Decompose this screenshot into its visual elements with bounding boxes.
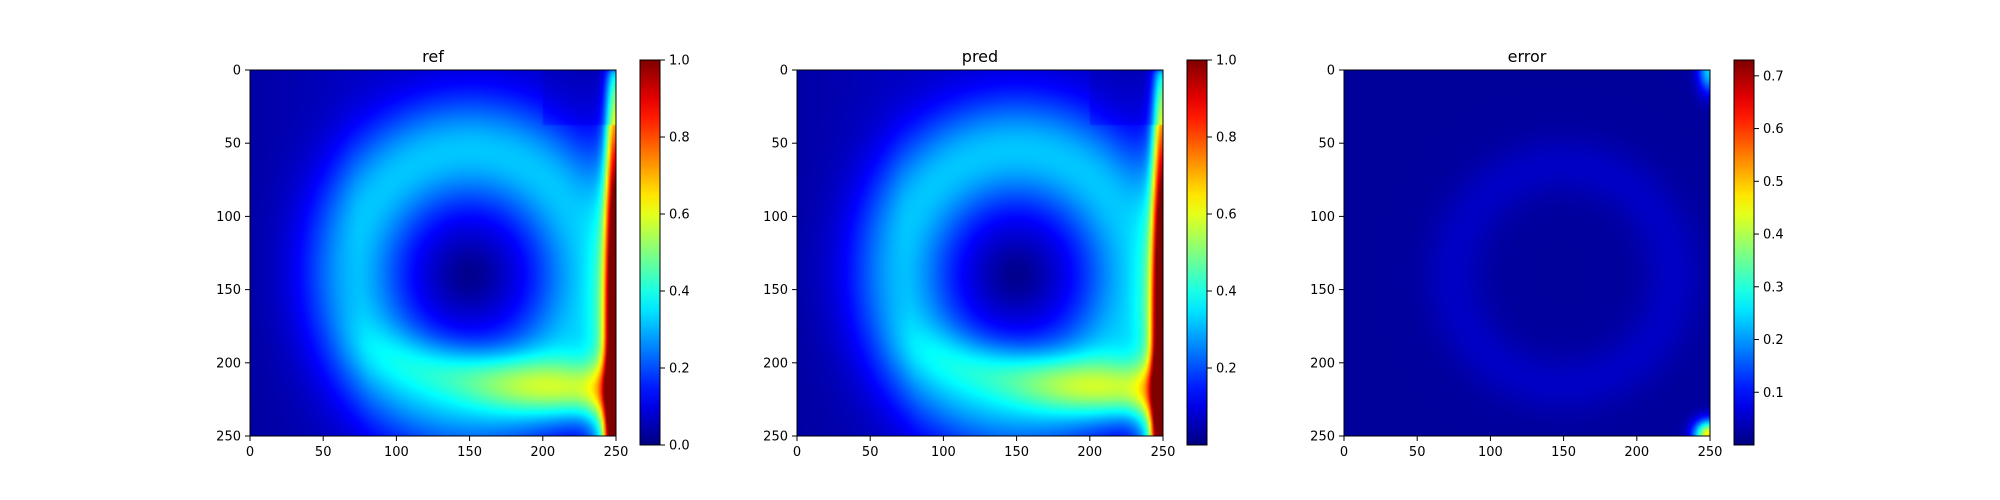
panel-title: error [1508, 47, 1547, 66]
y-tick-label: 200 [216, 356, 241, 371]
colorbar-tick-label: 0.4 [669, 285, 690, 300]
x-tick-label: 150 [1551, 445, 1576, 460]
colorbar-tick-label: 0.6 [1216, 208, 1237, 223]
colorbar-tick-label: 0.4 [1763, 228, 1784, 243]
x-tick-label: 50 [1409, 445, 1426, 460]
colorbar-tick-label: 0.8 [669, 131, 690, 146]
colorbar-tick-label: 0.5 [1763, 175, 1784, 190]
x-tick-label: 200 [1077, 445, 1102, 460]
colorbar-tick-label: 0.7 [1763, 69, 1784, 84]
y-tick-label: 250 [1310, 430, 1335, 445]
y-tick-label: 250 [216, 430, 241, 445]
y-tick-label: 0 [780, 64, 788, 79]
x-tick-label: 100 [931, 445, 956, 460]
y-tick-label: 150 [1310, 283, 1335, 298]
x-tick-label: 0 [793, 445, 801, 460]
x-tick-label: 200 [530, 445, 555, 460]
colorbar-tick-label: 0.4 [1216, 285, 1237, 300]
y-tick-label: 50 [771, 137, 788, 152]
colorbar [1186, 59, 1208, 446]
colorbar-tick-label: 0.2 [669, 362, 690, 377]
y-tick-label: 150 [216, 283, 241, 298]
panel-error: error 0 50 100 150 200 250 0 50 100 150 200 250 0.1 0.… [1310, 47, 1784, 460]
y-tick-label: 100 [216, 210, 241, 225]
heatmap-pred [797, 70, 1163, 436]
x-tick-label: 250 [1151, 445, 1176, 460]
axes-frame [1343, 69, 1711, 437]
heatmap-error [1344, 70, 1710, 436]
x-tick-label: 200 [1624, 445, 1649, 460]
colorbar-tick-label: 0.2 [1763, 333, 1784, 348]
axes-frame [249, 69, 617, 437]
panel-title: ref [422, 47, 444, 66]
y-tick-label: 250 [763, 430, 788, 445]
colorbar-tick-label: 0.8 [1216, 131, 1237, 146]
panel-title: pred [962, 47, 998, 66]
x-tick-label: 150 [457, 445, 482, 460]
y-tick-label: 200 [763, 356, 788, 371]
y-tick-label: 50 [224, 137, 241, 152]
y-tick-label: 100 [763, 210, 788, 225]
y-tick-label: 50 [1318, 137, 1335, 152]
y-tick-label: 100 [1310, 210, 1335, 225]
y-tick-label: 0 [1327, 64, 1335, 79]
colorbar-tick-label: 0.0 [669, 439, 690, 454]
colorbar-tick-label: 1.0 [1216, 54, 1237, 69]
x-tick-label: 100 [384, 445, 409, 460]
axes-frame [796, 69, 1164, 437]
panel-pred: pred 0 50 100 150 200 250 0 50 100 150 200 250 0.2 0.4… [763, 47, 1237, 460]
panel-ref: ref 0 50 100 150 200 250 0 50 100 150 200 250 0.0 0.2 0… [216, 47, 690, 460]
colorbar [1733, 59, 1755, 446]
x-tick-label: 0 [1340, 445, 1348, 460]
heatmap-ref [250, 70, 616, 436]
x-tick-label: 50 [862, 445, 879, 460]
x-tick-label: 50 [315, 445, 332, 460]
colorbar [639, 59, 661, 446]
y-tick-label: 200 [1310, 356, 1335, 371]
x-tick-label: 100 [1478, 445, 1503, 460]
x-tick-label: 0 [246, 445, 254, 460]
colorbar-tick-label: 0.1 [1763, 386, 1784, 401]
y-tick-label: 150 [763, 283, 788, 298]
colorbar-tick-label: 0.6 [669, 208, 690, 223]
colorbar-tick-label: 0.2 [1216, 362, 1237, 377]
x-tick-label: 150 [1004, 445, 1029, 460]
x-tick-label: 250 [604, 445, 629, 460]
colorbar-tick-label: 1.0 [669, 54, 690, 69]
colorbar-tick-label: 0.3 [1763, 280, 1784, 295]
colorbar-tick-label: 0.6 [1763, 122, 1784, 137]
y-tick-label: 0 [233, 64, 241, 79]
x-tick-label: 250 [1698, 445, 1723, 460]
